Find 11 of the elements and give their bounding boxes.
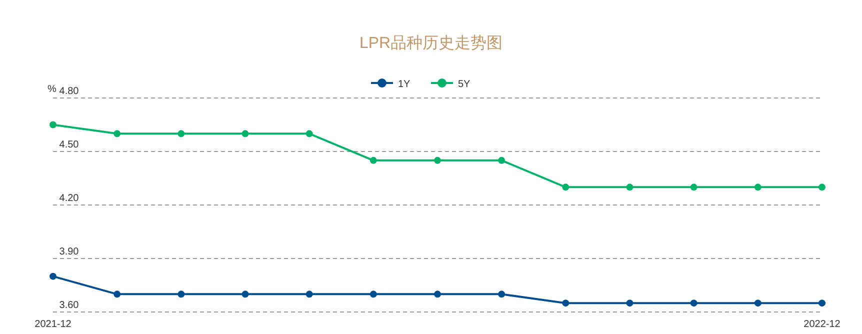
y-tick-label: 4.50 [59,140,80,150]
y-tick-label: 3.60 [59,300,80,311]
y-tick-label: 3.90 [59,246,80,258]
y-tick-label: 4.80 [59,86,80,97]
x-tick-label: 2022-12 [804,319,841,330]
y-tick-label: 4.20 [59,193,80,204]
x-tick-label: 2021-12 [34,319,72,330]
chart-title: LPR品种历史走势图 [359,34,503,52]
legend-label: 1Y [398,79,411,90]
legend-label: 5Y [458,79,471,90]
y-axis-title: % [48,84,57,95]
